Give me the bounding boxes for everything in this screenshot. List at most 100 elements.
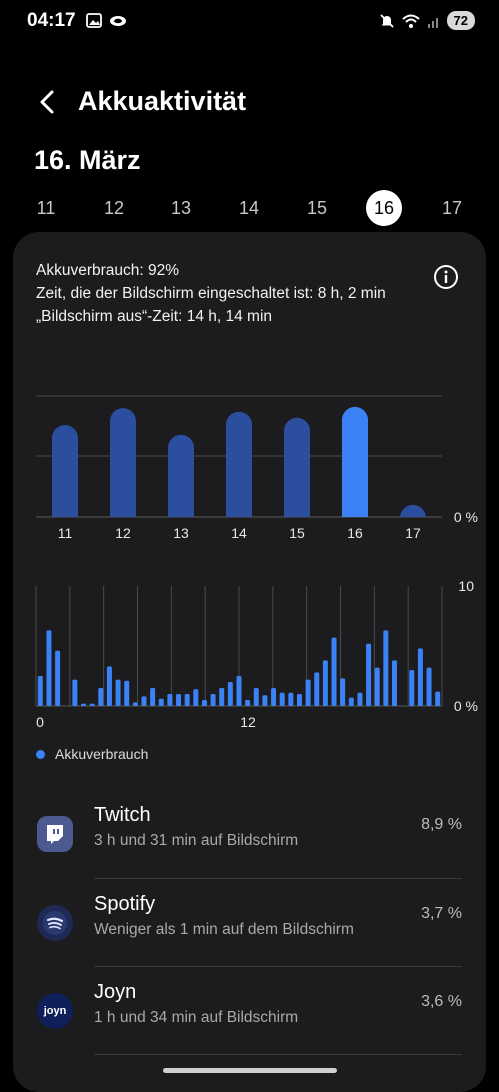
status-time: 04:17 <box>27 10 76 31</box>
hourly-bar <box>167 694 173 706</box>
spotify-icon <box>37 905 73 941</box>
hourly-bar <box>55 650 61 706</box>
divider <box>94 966 462 967</box>
app-screen-time: Weniger als 1 min auf dem Bildschirm <box>94 921 354 938</box>
hourly-x-label-0: 0 <box>36 714 44 730</box>
hourly-bar <box>227 682 233 706</box>
hourly-bar <box>305 679 311 706</box>
hourly-x-label-12: 12 <box>240 714 256 730</box>
app-name: Spotify <box>94 893 156 915</box>
hourly-bar <box>89 703 95 706</box>
hourly-bar <box>46 630 52 706</box>
screen-on-time: Zeit, die der Bildschirm eingeschaltet i… <box>36 285 386 302</box>
hourly-bar <box>115 679 121 706</box>
hourly-bar <box>150 688 156 706</box>
daily-x-label-13: 13 <box>173 525 189 541</box>
hourly-bar <box>331 637 337 706</box>
daily-x-label-15: 15 <box>289 525 305 541</box>
app-row-twitch[interactable]: Twitch 3 h und 31 min auf Bildschirm 8,9… <box>13 790 486 878</box>
screen-off-time: „Bildschirm aus“-Zeit: 14 h, 14 min <box>36 308 273 325</box>
daily-bar-16 <box>342 406 368 517</box>
notification-icons <box>86 13 128 28</box>
hourly-bar <box>72 679 78 706</box>
hourly-bar <box>124 680 130 706</box>
hourly-bar <box>37 676 43 706</box>
usage-summary: Akkuverbrauch: 92% <box>36 262 180 279</box>
hourly-bar <box>357 692 363 706</box>
chart-legend: Akkuverbrauch <box>36 746 148 762</box>
hourly-bar <box>296 694 302 706</box>
day-item-15[interactable]: 15 <box>306 198 328 218</box>
daily-x-label-16: 16 <box>347 525 363 541</box>
hourly-bar <box>262 695 268 706</box>
hourly-bar <box>271 688 277 706</box>
hourly-bar <box>184 694 190 706</box>
hourly-bar <box>201 700 207 706</box>
daily-x-label-11: 11 <box>58 525 73 541</box>
hourly-bar <box>391 660 397 706</box>
divider <box>94 1054 462 1055</box>
daily-bar-11 <box>52 425 78 517</box>
day-item-12[interactable]: 12 <box>103 198 125 218</box>
hourly-bar <box>245 700 251 706</box>
daily-x-label-17: 17 <box>405 525 421 541</box>
hourly-bar <box>426 667 432 706</box>
hourly-bar <box>409 670 415 706</box>
hourly-bar <box>374 667 380 706</box>
mute-icon <box>379 13 394 28</box>
hourly-bar <box>288 692 294 706</box>
hourly-bar <box>314 672 320 706</box>
hourly-bar <box>219 688 225 706</box>
hourly-bar <box>417 648 423 706</box>
hourly-bar <box>132 702 138 706</box>
hourly-bar <box>158 698 164 706</box>
day-item-17[interactable]: 17 <box>441 198 463 218</box>
daily-bar-14 <box>226 411 252 517</box>
hourly-bar <box>322 660 328 706</box>
hourly-y-label-min: 0 % <box>454 698 478 714</box>
system-icons: 72 <box>379 11 475 30</box>
home-indicator[interactable] <box>163 1068 337 1073</box>
cloud-icon <box>110 16 126 26</box>
hourly-bar <box>366 643 372 706</box>
day-item-13[interactable]: 13 <box>170 198 192 218</box>
daily-bar-17 <box>400 504 426 518</box>
battery-indicator: 72 <box>446 11 475 30</box>
app-percentage: 3,6 % <box>421 993 462 1010</box>
legend-dot-icon <box>36 749 45 759</box>
hourly-bar <box>435 691 441 706</box>
daily-x-label-14: 14 <box>231 525 247 541</box>
hourly-bar <box>81 703 87 706</box>
hourly-bar <box>210 694 216 706</box>
hourly-bar <box>176 694 182 706</box>
hourly-bar <box>348 697 354 706</box>
info-icon[interactable] <box>433 264 459 290</box>
daily-bar-15 <box>284 417 310 517</box>
date-title: 16. März <box>34 145 141 175</box>
joyn-icon: joyn <box>37 993 73 1029</box>
daily-bar-13 <box>168 434 194 517</box>
hourly-bar <box>106 666 112 706</box>
hourly-bar <box>383 630 389 706</box>
hourly-bar <box>279 692 285 706</box>
hourly-bar <box>253 688 259 706</box>
back-arrow-icon[interactable] <box>34 88 62 116</box>
day-selector: 11 12 13 14 15 16 17 <box>20 190 482 226</box>
hourly-y-label-max: 10 <box>458 578 474 594</box>
daily-y-label: 0 % <box>454 509 478 525</box>
app-percentage: 3,7 % <box>421 905 462 922</box>
day-item-16-selected[interactable]: 16 <box>366 190 402 226</box>
signal-icon <box>427 17 438 28</box>
app-name: Joyn <box>94 981 137 1003</box>
daily-x-label-12: 12 <box>115 525 131 541</box>
day-item-11[interactable]: 11 <box>36 198 56 218</box>
battery-card <box>13 232 486 1092</box>
hourly-bar <box>340 678 346 706</box>
daily-bar-12 <box>110 408 136 517</box>
battery-charts: 11 12 13 14 15 16 17 0 % 0 12 10 0 % <box>35 395 478 730</box>
app-row-spotify[interactable]: Spotify Weniger als 1 min auf dem Bildsc… <box>13 879 486 967</box>
day-item-14[interactable]: 14 <box>238 198 260 218</box>
app-row-joyn[interactable]: joyn Joyn 1 h und 34 min auf Bildschirm … <box>13 967 486 1055</box>
hourly-bar <box>98 688 104 706</box>
app-screen-time: 3 h und 31 min auf Bildschirm <box>94 832 299 849</box>
